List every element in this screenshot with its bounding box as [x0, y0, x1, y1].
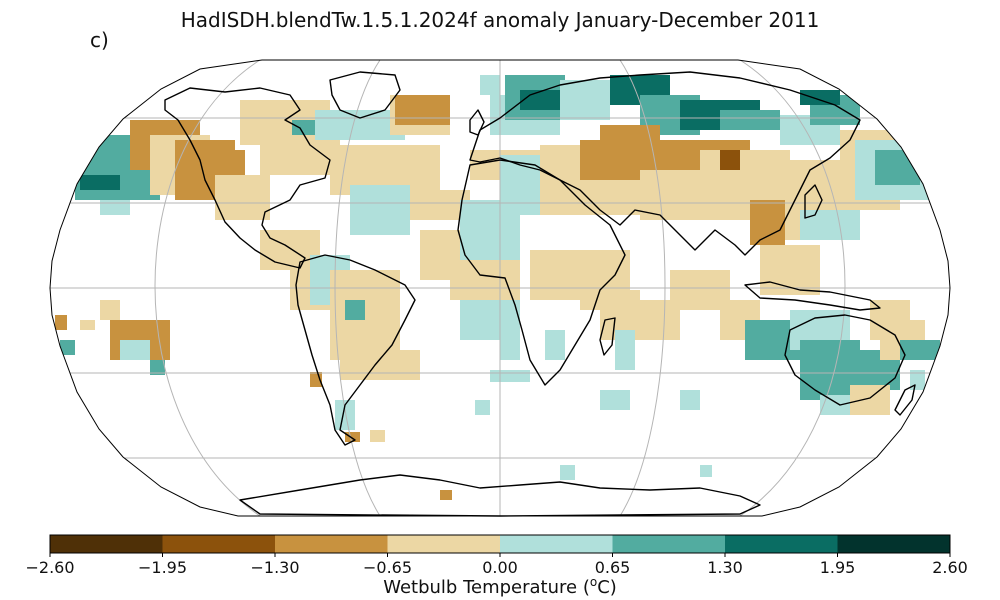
anomaly-cell	[750, 200, 785, 245]
colorbar-swatch	[500, 535, 613, 553]
coast-africa	[457, 159, 626, 386]
coast-new-zealand	[894, 384, 916, 416]
anomaly-cell	[800, 90, 840, 105]
anomaly-cell	[55, 315, 67, 330]
anomaly-cell	[615, 330, 635, 370]
colorbar-swatch	[387, 535, 500, 553]
anomaly-cell	[545, 330, 565, 360]
anomaly-cell	[345, 432, 360, 442]
anomaly-cell	[560, 80, 610, 120]
colorbar-swatch	[50, 535, 163, 553]
anomaly-cell	[800, 210, 860, 240]
coast-australia	[784, 314, 906, 406]
anomaly-cell	[80, 320, 95, 330]
colorbar-label-degree: o	[589, 575, 598, 589]
anomaly-cell	[450, 260, 520, 300]
colorbar-label-prefix: Wetbulb Temperature (	[383, 577, 590, 598]
gridline-lon-60w	[334, 60, 381, 516]
anomaly-cell	[900, 340, 940, 360]
anomaly-cell	[680, 390, 700, 410]
anomaly-cell	[720, 110, 780, 130]
anomaly-cell	[80, 175, 120, 190]
anomaly-cell	[480, 75, 500, 95]
anomaly-cell	[720, 150, 740, 170]
coast-south-america	[295, 254, 416, 446]
panel-label: c)	[90, 28, 109, 52]
anomaly-cell	[345, 300, 365, 320]
coast-japan	[804, 184, 823, 219]
anomaly-cell	[820, 395, 850, 415]
anomaly-cell	[60, 340, 75, 355]
anomaly-cells	[55, 75, 940, 500]
coast-indonesia	[744, 281, 881, 311]
anomaly-cell	[850, 385, 890, 415]
coast-greenland	[329, 71, 401, 119]
coast-madagascar	[599, 317, 616, 356]
anomaly-cell	[350, 185, 410, 235]
anomaly-cell	[460, 200, 520, 260]
gridline-lon-120e	[739, 60, 846, 516]
anomaly-cell	[120, 340, 150, 360]
gridline-lon-60e	[619, 60, 666, 516]
anomaly-cell	[335, 400, 355, 430]
anomaly-cell	[395, 95, 450, 125]
coast-north-america	[164, 87, 331, 269]
anomaly-cell	[475, 400, 490, 415]
coast-uk	[469, 109, 485, 136]
colorbar	[49, 534, 951, 557]
coast-eurasia	[469, 71, 861, 256]
gridline-lon-120w	[154, 60, 261, 516]
anomaly-cell	[215, 175, 270, 220]
colorbar-label-suffix: C)	[597, 577, 617, 598]
colorbar-swatch	[275, 535, 388, 553]
anomaly-cell	[600, 390, 630, 410]
coastlines	[164, 71, 916, 517]
anomaly-cell	[490, 370, 530, 382]
anomaly-cell	[440, 490, 452, 500]
colorbar-label: Wetbulb Temperature (oC)	[0, 575, 1000, 598]
colorbar-swatch	[725, 535, 838, 553]
anomaly-cell	[560, 465, 575, 480]
anomaly-cell	[700, 465, 712, 477]
anomaly-cell	[520, 90, 560, 110]
anomaly-cell	[500, 330, 520, 360]
anomaly-cell	[340, 350, 420, 380]
colorbar-swatch	[162, 535, 275, 553]
colorbar-swatch	[837, 535, 950, 553]
anomaly-cell	[100, 300, 120, 320]
anomaly-cell	[100, 200, 130, 215]
map-title: HadISDH.blendTw.1.5.1.2024f anomaly Janu…	[180, 8, 820, 32]
graticule	[50, 60, 950, 516]
colorbar-swatch	[612, 535, 725, 553]
anomaly-cell	[150, 360, 165, 375]
anomaly-cell	[370, 430, 385, 442]
coast-antarctica	[239, 474, 761, 517]
map-boundary	[49, 59, 951, 517]
